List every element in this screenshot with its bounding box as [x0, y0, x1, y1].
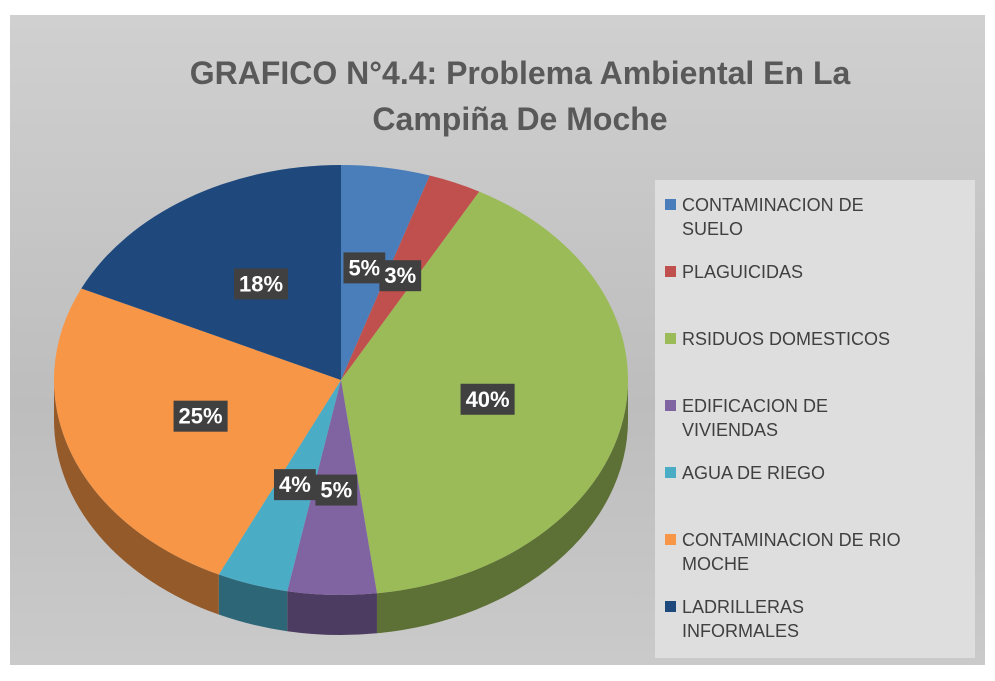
data-label-box	[379, 260, 422, 292]
slice-side	[218, 574, 288, 632]
legend-label: PLAGUICIDAS	[682, 262, 804, 282]
slice-side	[287, 591, 377, 636]
chart-title: GRAFICO N°4.4: Problema Ambiental En La …	[189, 55, 851, 137]
legend-swatch	[665, 534, 676, 545]
data-label: 40%	[466, 387, 510, 412]
legend-swatch	[665, 333, 676, 344]
data-label-box	[273, 469, 316, 501]
data-label: 3%	[384, 263, 416, 288]
legend-item: RSIDUOS DOMESTICOS	[665, 327, 955, 351]
legend-item: LADRILLERAS INFORMALES	[665, 595, 955, 643]
legend-label: LADRILLERAS INFORMALES	[682, 597, 805, 641]
legend-item: EDIFICACION DE VIVIENDAS	[665, 394, 955, 442]
legend-item: AGUA DE RIEGO	[665, 461, 955, 485]
legend-swatch	[665, 467, 676, 478]
legend-label: CONTAMINACION DE RIO MOCHE	[682, 530, 901, 574]
legend-label: CONTAMINACION DE SUELO	[682, 195, 864, 239]
legend-label: RSIDUOS DOMESTICOS	[682, 329, 891, 349]
data-label-box	[460, 383, 515, 415]
slice-side	[376, 380, 628, 634]
legend-swatch	[665, 400, 676, 411]
slice-side	[53, 380, 219, 615]
legend-swatch	[665, 199, 676, 210]
legend: CONTAMINACION DE SUELO PLAGUICIDAS RSIDUOS…	[655, 180, 975, 658]
data-label-box	[173, 400, 228, 432]
data-label-box	[315, 474, 358, 506]
legend-item: CONTAMINACION DE RIO MOCHE	[665, 528, 955, 576]
data-label-box	[234, 268, 289, 300]
data-label: 4%	[279, 472, 311, 497]
legend-item: PLAGUICIDAS	[665, 260, 955, 284]
data-label: 25%	[179, 404, 223, 429]
legend-item: CONTAMINACION DE SUELO	[665, 193, 955, 241]
data-label: 18%	[239, 271, 283, 296]
data-label: 5%	[320, 478, 352, 503]
slice	[81, 165, 341, 380]
data-label: 5%	[348, 255, 380, 280]
legend-swatch	[665, 601, 676, 612]
legend-label: AGUA DE RIEGO	[682, 463, 826, 483]
legend-label: EDIFICACION DE VIVIENDAS	[682, 396, 829, 440]
data-label-box	[343, 252, 386, 284]
legend-swatch	[665, 266, 676, 277]
